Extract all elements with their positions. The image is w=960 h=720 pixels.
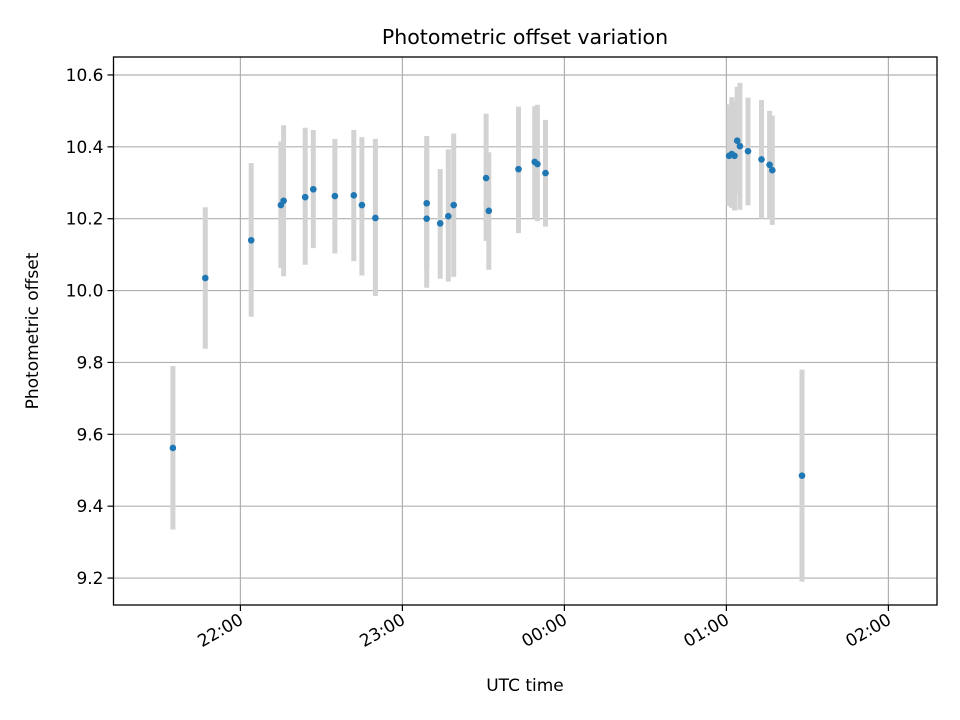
data-point: [372, 214, 379, 222]
data-point: [247, 236, 255, 244]
data-point: [482, 174, 490, 182]
data-point: [169, 444, 177, 452]
x-axis-title: UTC time: [486, 676, 564, 696]
data-point: [350, 192, 358, 199]
y-ticks: 9.2 9.4 9.6 9.8 10.0 10.2 10.4 10.6: [66, 66, 114, 589]
data-markers: [169, 137, 806, 479]
data-point: [744, 147, 752, 155]
axes-frame: [112, 56, 938, 606]
data-point: [485, 207, 493, 215]
data-point: [534, 160, 541, 168]
y-tick-label: 9.8: [76, 353, 103, 373]
y-axis-title: Photometric offset: [23, 252, 43, 409]
y-tick-label: 9.2: [76, 569, 103, 589]
data-point: [450, 201, 458, 209]
data-point: [798, 472, 806, 479]
data-point: [736, 142, 744, 150]
y-tick-label: 10.4: [66, 138, 104, 158]
y-tick-label: 9.4: [76, 497, 103, 517]
data-point: [423, 215, 431, 223]
data-point: [436, 220, 444, 227]
data-point: [758, 156, 765, 163]
y-tick-label: 10.2: [66, 210, 104, 230]
data-point: [280, 197, 287, 205]
y-tick-label: 9.6: [76, 425, 103, 445]
data-point: [301, 193, 309, 201]
data-point: [731, 152, 738, 160]
data-point: [423, 199, 431, 207]
data-point: [766, 161, 773, 169]
data-point: [445, 212, 452, 220]
y-tick-label: 10.0: [66, 282, 104, 302]
chart-title: Photometric offset variation: [382, 25, 668, 49]
data-point: [515, 165, 522, 173]
data-point: [542, 169, 549, 177]
data-point: [733, 137, 741, 145]
y-tick-label: 10.6: [66, 66, 104, 86]
data-point: [358, 201, 366, 209]
data-point: [769, 166, 776, 174]
data-point: [310, 185, 317, 193]
data-point: [202, 274, 209, 282]
data-point: [331, 192, 339, 200]
